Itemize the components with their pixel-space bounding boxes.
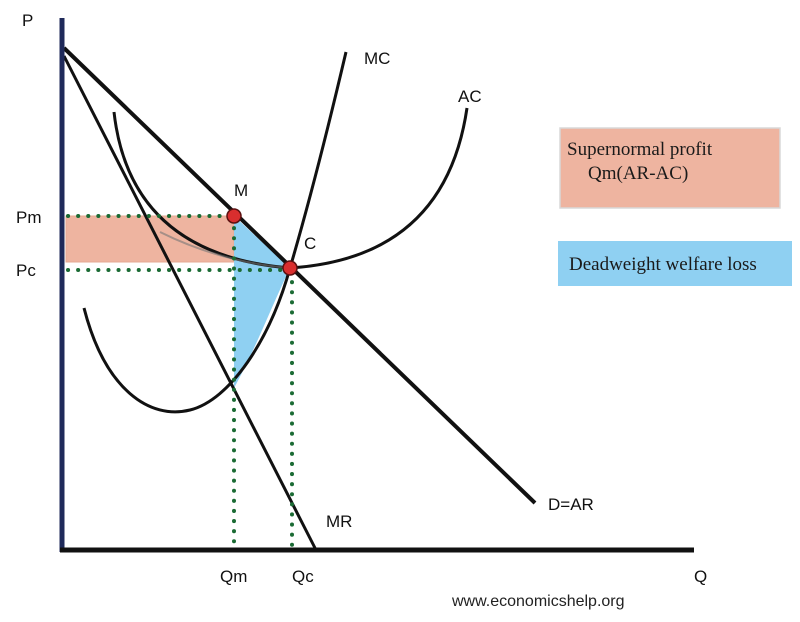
pc-tick-label: Pc [16,261,36,280]
competitive-point-label: C [304,234,316,253]
competitive-point [282,260,298,276]
source-credit: www.economicshelp.org [451,593,625,610]
guide-lines [66,214,294,548]
ac-curve-shadow [159,231,291,269]
qc-tick-label: Qc [292,567,314,586]
y-axis-label: P [22,11,33,30]
legend-deadweight-swatch [558,241,792,286]
mr-label: MR [326,512,352,531]
demand-label: D=AR [548,495,594,514]
legend-profit-line2: Qm(AR-AC) [588,163,688,184]
legend-profit-swatch [559,127,781,209]
x-axis-label: Q [694,567,707,586]
monopoly-point-label: M [234,181,248,200]
legend-profit-line1: Supernormal profit [567,139,713,160]
ac-label: AC [458,87,482,106]
monopoly-point [226,208,242,224]
mc-label: MC [364,49,390,68]
legend-deadweight-text: Deadweight welfare loss [569,254,757,275]
deadweight-loss-area [234,216,290,388]
demand-curve [62,46,537,505]
pm-tick-label: Pm [16,208,42,227]
mc-curve [82,51,348,414]
qm-tick-label: Qm [220,567,247,586]
mr-curve [62,55,317,549]
